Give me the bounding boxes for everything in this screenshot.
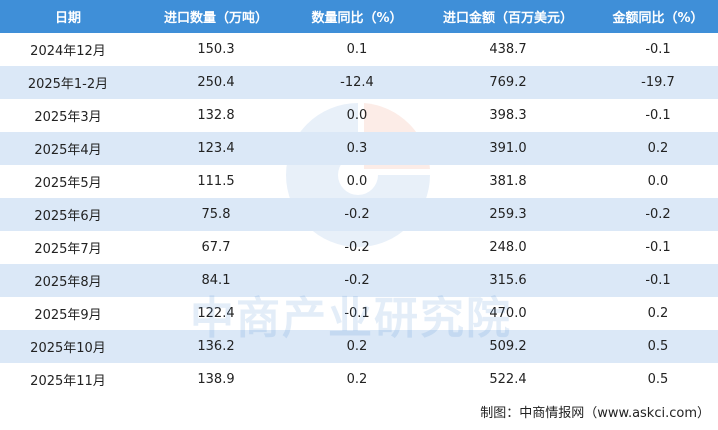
value-cell: -0.1 xyxy=(645,42,671,57)
date-cell: 2024年12月 xyxy=(30,44,106,59)
date-cell: 2025年6月 xyxy=(0,198,136,231)
value-cell: 259.3 xyxy=(418,198,598,231)
date-cell: 2025年9月 xyxy=(34,308,102,323)
table-row: 2025年9月 122.4 -0.1 470.0 0.2 xyxy=(0,297,718,330)
value-cell: 0.2 xyxy=(647,306,669,321)
value-cell: 111.5 xyxy=(197,174,235,189)
value-cell: -12.4 xyxy=(296,66,418,99)
data-table: 日期 进口数量（万吨） 数量同比（%） 进口金额（百万美元） 金额同比（%） 2024年… xyxy=(0,0,718,396)
value-cell: 509.2 xyxy=(418,330,598,363)
value-cell: 381.8 xyxy=(489,174,527,189)
value-cell: 67.7 xyxy=(201,240,231,255)
value-cell: 0.5 xyxy=(598,330,718,363)
date-cell: 2025年4月 xyxy=(0,132,136,165)
header-row: 日期 进口数量（万吨） 数量同比（%） 进口金额（百万美元） 金额同比（%） xyxy=(0,0,718,33)
table-row: 2025年7月 67.7 -0.2 248.0 -0.1 xyxy=(0,231,718,264)
date-cell: 2025年7月 xyxy=(34,242,102,257)
value-cell: -19.7 xyxy=(598,66,718,99)
date-cell: 2025年3月 xyxy=(34,110,102,125)
value-cell: 136.2 xyxy=(136,330,296,363)
value-cell: 398.3 xyxy=(489,108,527,123)
value-cell: 0.2 xyxy=(296,330,418,363)
value-cell: 150.3 xyxy=(197,42,235,57)
value-cell: 138.9 xyxy=(197,372,235,387)
table-row: 2025年3月 132.8 0.0 398.3 -0.1 xyxy=(0,99,718,132)
value-cell: 0.0 xyxy=(346,108,368,123)
table-row: 2024年12月 150.3 0.1 438.7 -0.1 xyxy=(0,33,718,66)
header-cell: 日期 xyxy=(0,0,136,33)
value-cell: 84.1 xyxy=(136,264,296,297)
header-cell: 进口数量（万吨） xyxy=(136,0,296,33)
table-row: 2025年5月 111.5 0.0 381.8 0.0 xyxy=(0,165,718,198)
value-cell: -0.1 xyxy=(645,108,671,123)
value-cell: 0.0 xyxy=(647,174,669,189)
date-cell: 2025年11月 xyxy=(30,374,106,389)
value-cell: 132.8 xyxy=(197,108,235,123)
value-cell: -0.2 xyxy=(296,264,418,297)
table-row: 2025年8月 84.1 -0.2 315.6 -0.1 xyxy=(0,264,718,297)
value-cell: 75.8 xyxy=(136,198,296,231)
value-cell: -0.1 xyxy=(598,264,718,297)
value-cell: 123.4 xyxy=(136,132,296,165)
value-cell: 0.1 xyxy=(346,42,368,57)
value-cell: 0.2 xyxy=(598,132,718,165)
value-cell: 438.7 xyxy=(489,42,527,57)
value-cell: -0.1 xyxy=(645,240,671,255)
value-cell: 391.0 xyxy=(418,132,598,165)
value-cell: 248.0 xyxy=(489,240,527,255)
header-cell: 进口金额（百万美元） xyxy=(418,0,598,33)
value-cell: 0.5 xyxy=(647,372,669,387)
date-cell: 2025年5月 xyxy=(34,176,102,191)
table-row: 2025年1-2月 250.4 -12.4 769.2 -19.7 xyxy=(0,66,718,99)
value-cell: 0.3 xyxy=(296,132,418,165)
header-cell: 数量同比（%） xyxy=(296,0,418,33)
value-cell: 470.0 xyxy=(489,306,527,321)
table-row: 2025年6月 75.8 -0.2 259.3 -0.2 xyxy=(0,198,718,231)
value-cell: 250.4 xyxy=(136,66,296,99)
value-cell: 769.2 xyxy=(418,66,598,99)
value-cell: -0.1 xyxy=(344,306,370,321)
value-cell: 0.0 xyxy=(346,174,368,189)
date-cell: 2025年8月 xyxy=(0,264,136,297)
value-cell: 0.2 xyxy=(346,372,368,387)
table-row: 2025年10月 136.2 0.2 509.2 0.5 xyxy=(0,330,718,363)
value-cell: 122.4 xyxy=(197,306,235,321)
date-cell: 2025年10月 xyxy=(0,330,136,363)
footer: 制图：中商情报网（www.askci.com） xyxy=(480,406,710,421)
date-cell: 2025年1-2月 xyxy=(0,66,136,99)
header-cell: 金额同比（%） xyxy=(598,0,718,33)
table-row: 2025年4月 123.4 0.3 391.0 0.2 xyxy=(0,132,718,165)
value-cell: 522.4 xyxy=(489,372,527,387)
table-row: 2025年11月 138.9 0.2 522.4 0.5 xyxy=(0,363,718,396)
value-cell: -0.2 xyxy=(344,240,370,255)
value-cell: -0.2 xyxy=(598,198,718,231)
value-cell: 315.6 xyxy=(418,264,598,297)
value-cell: -0.2 xyxy=(296,198,418,231)
